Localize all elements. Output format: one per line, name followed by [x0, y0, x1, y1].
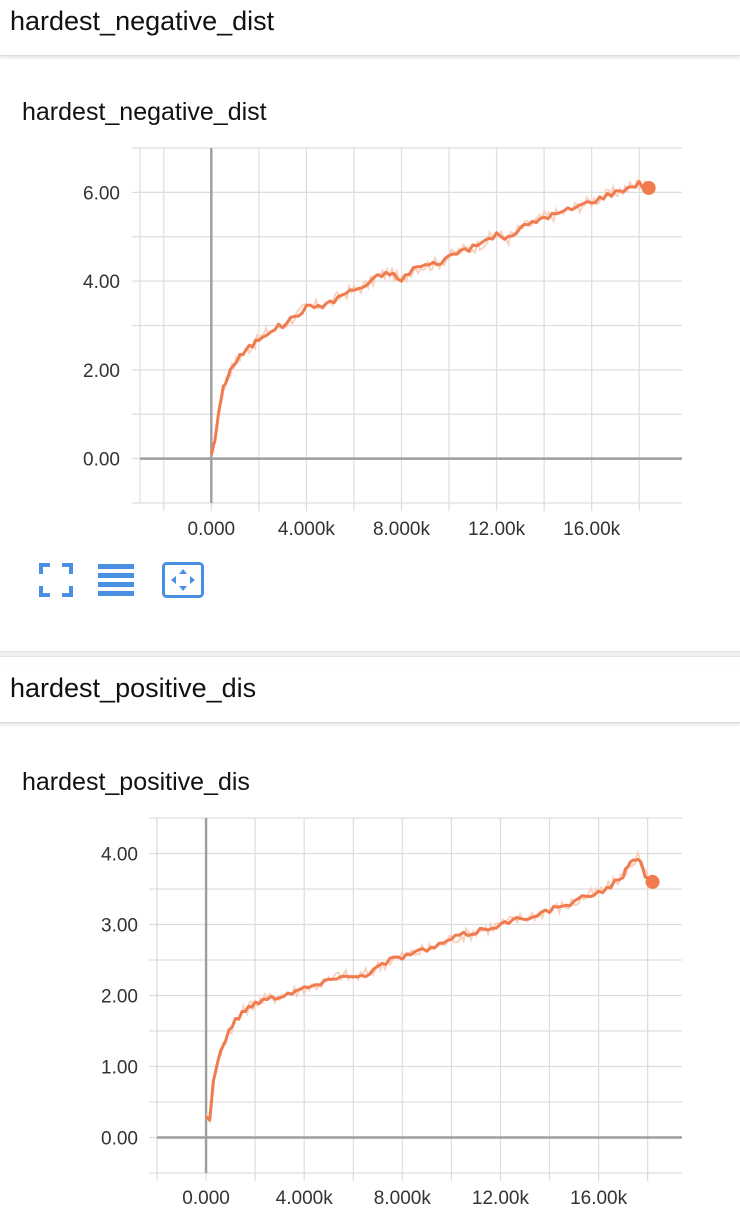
section-divider: [0, 651, 740, 657]
y-tick-label: 6.00: [83, 183, 120, 204]
section-title: hardest_positive_dis: [10, 673, 257, 703]
y-tick-label: 4.00: [101, 845, 138, 866]
x-tick-label: 12.00k: [468, 519, 526, 540]
fullscreen-icon[interactable]: [38, 562, 74, 598]
x-tick-label: 16.00k: [563, 519, 621, 540]
series-line: [209, 179, 650, 455]
fit-domain-icon[interactable]: [162, 562, 204, 598]
section-header-positive[interactable]: hardest_positive_dis: [0, 667, 740, 723]
chart-toolbar: [38, 562, 218, 598]
y-tick-label: 3.00: [101, 916, 138, 937]
series-end-point[interactable]: [645, 874, 660, 889]
x-tick-label: 8.000k: [374, 1188, 432, 1209]
series-end-point[interactable]: [641, 180, 656, 195]
raw-series-line: [205, 849, 654, 1125]
section-title: hardest_negative_dist: [10, 6, 275, 36]
y-tick-label: 4.00: [83, 272, 120, 293]
chart-title: hardest_negative_dist: [22, 98, 267, 126]
y-tick-label: 1.00: [101, 1058, 138, 1079]
x-tick-label: 4.000k: [278, 519, 336, 540]
x-tick-label: 4.000k: [276, 1188, 334, 1209]
section-header-negative[interactable]: hardest_negative_dist: [0, 0, 740, 56]
y-tick-label: 0.00: [83, 450, 120, 471]
grid: [132, 147, 682, 511]
y-tick-label: 0.00: [101, 1129, 138, 1150]
grid: [149, 817, 682, 1181]
chart-title: hardest_positive_dis: [22, 768, 250, 796]
x-tick-label: 0.000: [182, 1188, 230, 1209]
chart-hardest-negative[interactable]: 0.00 2.00 4.00 6.00 0.000 4.000k 8.000k 12.00k 1…: [0, 0, 740, 560]
x-tick-label: 0.000: [188, 519, 236, 540]
y-tick-label: 2.00: [83, 361, 120, 382]
x-tick-label: 16.00k: [570, 1188, 628, 1209]
list-icon[interactable]: [98, 562, 134, 598]
x-tick-label: 8.000k: [373, 519, 431, 540]
series-line: [204, 857, 653, 1122]
x-tick-label: 12.00k: [472, 1188, 530, 1209]
y-tick-label: 2.00: [101, 987, 138, 1008]
